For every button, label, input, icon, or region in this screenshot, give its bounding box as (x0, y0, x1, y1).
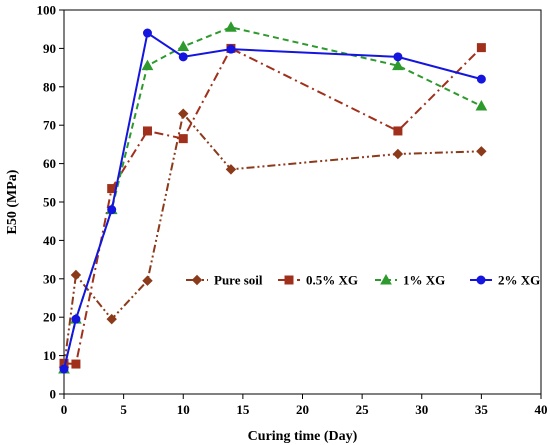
data-point (70, 269, 82, 281)
data-point (71, 359, 81, 369)
legend-label: 2% XG (498, 273, 540, 288)
axes: 0 10 20 30 40 50 60 70 80 90 100 0 5 10 15 20 25 30 35 40 (37, 3, 548, 418)
x-axis-title: Curing time (Day) (248, 429, 358, 444)
y-tick-label: 100 (37, 3, 57, 18)
x-tick-label: 25 (356, 402, 370, 417)
legend: Pure soil 0.5% XG 1% XG 2% XG (186, 273, 540, 288)
data-point (178, 52, 188, 62)
series-line (63, 26, 482, 370)
series-line (63, 111, 482, 368)
data-point (392, 59, 404, 71)
data-point (476, 146, 487, 157)
y-tick-label: 10 (43, 348, 56, 363)
x-tick-label: 40 (535, 402, 548, 417)
series-3 (58, 21, 488, 374)
x-tick-label: 5 (120, 402, 127, 417)
y-axis-title: E50 (MPa) (5, 169, 20, 234)
series-layer (58, 21, 488, 374)
y-tick-label: 70 (43, 118, 56, 133)
legend-swatch-marker (380, 273, 392, 285)
data-point (178, 108, 189, 119)
y-tick-label: 0 (50, 387, 57, 402)
data-point (226, 44, 236, 54)
data-point (177, 40, 190, 51)
legend-swatch-marker (476, 275, 486, 285)
data-point (476, 43, 486, 53)
y-tick-label: 90 (43, 41, 56, 56)
legend-label: Pure soil (214, 273, 263, 288)
x-tick-label: 20 (296, 402, 309, 417)
legend-item: 1% XG (375, 273, 445, 288)
x-tick-label: 0 (61, 402, 68, 417)
data-point (392, 148, 404, 160)
y-tick-label: 40 (43, 233, 56, 248)
data-point (59, 364, 69, 374)
data-point (476, 74, 486, 84)
series-line (63, 31, 482, 370)
legend-swatch-marker (191, 274, 203, 286)
series-line (63, 46, 483, 366)
legend-label: 0.5% XG (306, 273, 358, 288)
y-tick-label: 30 (43, 271, 56, 286)
series-4 (59, 28, 486, 374)
y-tick-label: 60 (43, 156, 56, 171)
plot-frame (63, 9, 542, 395)
data-point (178, 134, 188, 144)
data-point (71, 314, 81, 324)
legend-item: 0.5% XG (278, 273, 358, 288)
series-2 (59, 43, 486, 369)
data-point (141, 59, 154, 71)
legend-item: 2% XG (470, 273, 540, 288)
data-point (142, 126, 152, 136)
legend-label: 1% XG (403, 273, 445, 288)
x-tick-label: 30 (415, 402, 428, 417)
legend-swatch-marker (284, 275, 294, 285)
data-point (225, 21, 237, 32)
y-tick-label: 80 (43, 79, 56, 94)
x-tick-label: 10 (177, 402, 190, 417)
data-point (107, 205, 117, 215)
data-point (393, 126, 403, 136)
y-tick-label: 20 (43, 310, 56, 325)
data-point (475, 99, 488, 111)
data-point (142, 275, 153, 286)
legend-item: Pure soil (186, 273, 263, 288)
data-point (142, 28, 152, 38)
data-point (225, 164, 237, 175)
x-tick-label: 35 (475, 402, 489, 417)
x-tick-label: 15 (236, 402, 250, 417)
data-point (393, 52, 403, 62)
y-tick-label: 50 (43, 195, 56, 210)
data-point (106, 313, 117, 325)
